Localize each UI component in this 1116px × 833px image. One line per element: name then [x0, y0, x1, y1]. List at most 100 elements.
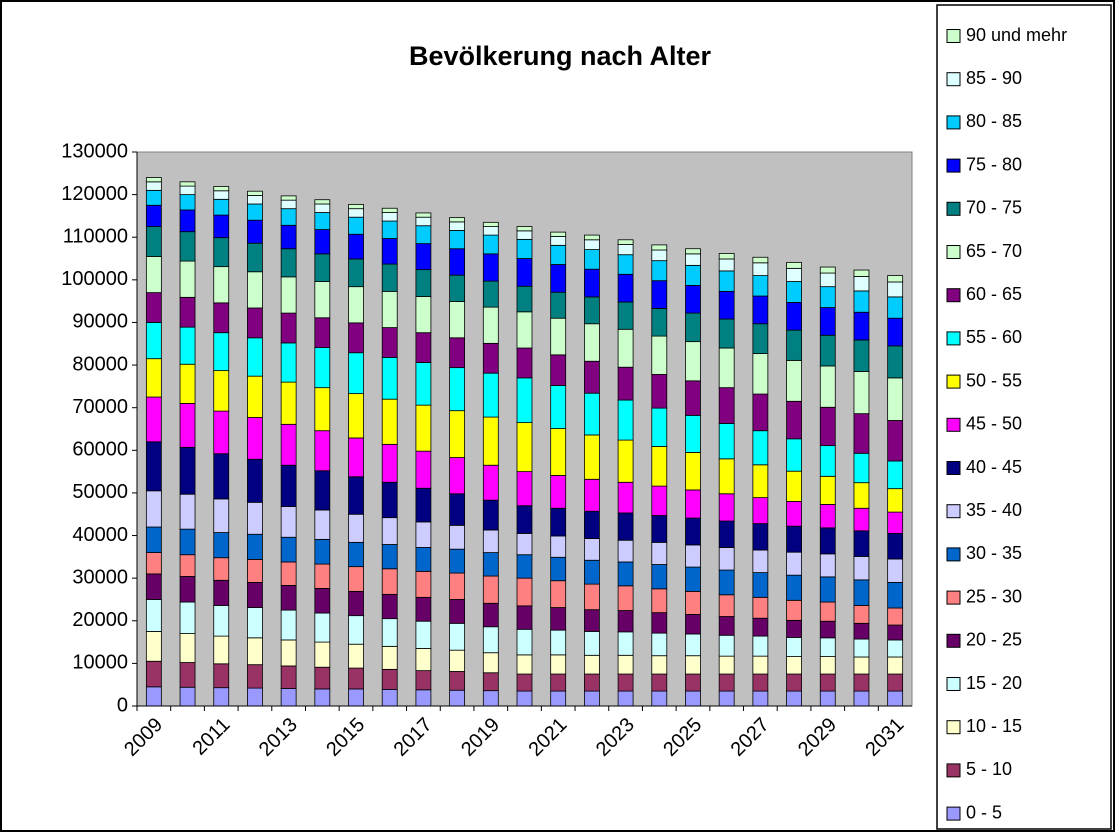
bar-segment	[213, 370, 230, 412]
bar-segment	[583, 583, 600, 611]
bar-segment	[752, 497, 769, 525]
bar-segment	[145, 322, 162, 360]
bar-segment	[449, 221, 466, 231]
bar-segment	[651, 612, 668, 634]
y-tick-label: 80000	[72, 353, 128, 375]
legend-swatch	[946, 720, 961, 735]
bar-segment	[583, 234, 600, 241]
bar-segment	[449, 671, 466, 691]
bar-segment	[819, 266, 836, 274]
bar-segment	[381, 212, 398, 222]
bar-segment	[887, 317, 904, 347]
bar-segment	[314, 212, 331, 230]
bar-segment	[213, 302, 230, 334]
bar-segment	[786, 599, 802, 621]
bar-segment	[482, 234, 499, 255]
bar-segment	[449, 548, 466, 574]
bar-segment	[381, 688, 398, 707]
bar-segment	[280, 423, 297, 466]
bar-segment	[617, 631, 634, 656]
bar-segment	[786, 525, 802, 553]
bar-segment	[415, 450, 432, 489]
bar-segment	[651, 335, 668, 375]
bar-segment	[482, 499, 499, 531]
bar-segment	[887, 281, 904, 298]
bar-segment	[718, 318, 735, 349]
bar-segment	[718, 673, 735, 692]
bar-segment	[516, 226, 533, 232]
bar-segment	[887, 420, 904, 462]
bar-segment	[314, 563, 331, 589]
bar-segment	[213, 214, 230, 239]
bar-segment	[381, 290, 398, 328]
bar-segment	[718, 616, 735, 636]
bar-segment	[482, 552, 499, 577]
bar-segment	[348, 615, 364, 645]
legend-label: 15 - 20	[966, 673, 1022, 693]
legend-label: 5 - 10	[966, 759, 1012, 779]
bar-segment	[718, 458, 735, 495]
legend-swatch	[946, 677, 961, 691]
bar-segment	[887, 460, 904, 490]
bar-segment	[247, 664, 263, 689]
bar-segment	[685, 380, 701, 416]
bar-segment	[583, 239, 600, 250]
bar-segment	[314, 203, 331, 213]
bar-segment	[348, 541, 364, 568]
bar-segment	[786, 470, 802, 502]
bar-segment	[213, 605, 230, 637]
bar-segment	[550, 291, 567, 319]
bar-segment	[145, 292, 162, 323]
bar-segment	[651, 564, 668, 590]
bar-segment	[348, 643, 364, 669]
bar-segment	[381, 517, 398, 545]
bar-segment	[853, 269, 870, 277]
bar-segment	[887, 296, 904, 319]
bar-segment	[516, 628, 533, 656]
bar-segment	[415, 596, 432, 622]
bar-segment	[280, 381, 297, 425]
bar-segment	[550, 629, 567, 656]
bar-segment	[887, 275, 904, 283]
bar-segment	[179, 185, 196, 196]
legend-box	[936, 4, 1112, 830]
bar-segment	[415, 620, 432, 649]
bar-segment	[887, 511, 904, 534]
bar-segment	[752, 464, 769, 499]
bar-segment	[819, 334, 836, 367]
bar-segment	[752, 523, 769, 551]
bar-segment	[348, 667, 364, 690]
bar-segment	[145, 573, 162, 600]
bar-segment	[651, 632, 668, 657]
bar-segment	[449, 524, 466, 550]
bar-segment	[213, 498, 230, 533]
bar-segment	[415, 216, 432, 227]
bar-segment	[280, 342, 297, 383]
bar-segment	[449, 410, 466, 458]
bar-segment	[617, 654, 634, 675]
bar-segment	[415, 487, 432, 523]
bar-segment	[247, 501, 263, 535]
bar-segment	[381, 263, 398, 292]
bar-segment	[853, 339, 870, 372]
bar-segment	[685, 284, 701, 314]
bar-segment	[819, 504, 836, 529]
bar-segment	[819, 620, 836, 639]
bar-segment	[853, 452, 870, 484]
bar-segment	[786, 329, 802, 361]
bar-segment	[617, 244, 634, 256]
legend-swatch	[946, 763, 961, 778]
bar-segment	[415, 547, 432, 572]
bar-segment	[887, 345, 904, 379]
bar-segment	[449, 457, 466, 495]
bar-segment	[583, 296, 600, 325]
bar-segment	[550, 535, 567, 558]
bar-segment	[516, 422, 533, 473]
bar-segment	[449, 367, 466, 412]
bar-segment	[718, 690, 735, 707]
bar-segment	[786, 619, 802, 638]
bar-segment	[887, 607, 904, 626]
bar-segment	[482, 342, 499, 374]
legend-label: 30 - 35	[966, 543, 1022, 563]
